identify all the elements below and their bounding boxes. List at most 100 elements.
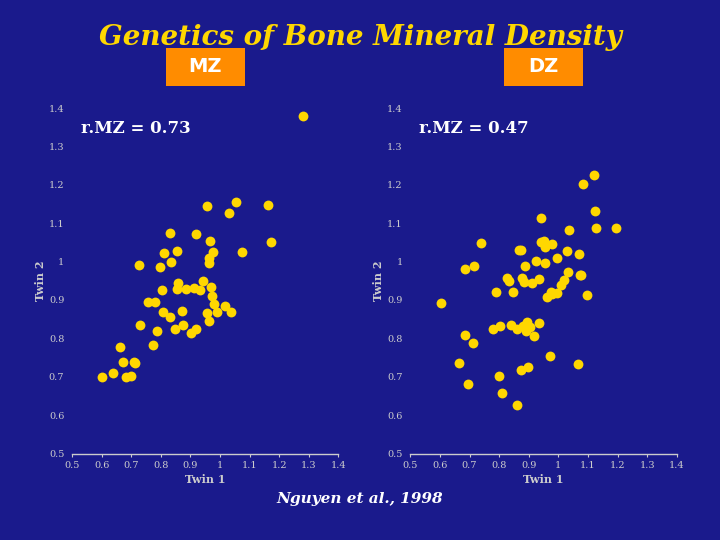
Point — [544, 352, 556, 361]
Point — [515, 246, 526, 254]
Text: r.MZ = 0.73: r.MZ = 0.73 — [81, 119, 191, 137]
Point — [120, 372, 132, 381]
Point — [164, 229, 176, 238]
Point — [204, 258, 215, 267]
Point — [462, 379, 474, 388]
X-axis label: Twin 1: Twin 1 — [185, 475, 225, 485]
Point — [588, 171, 600, 180]
Point — [459, 265, 471, 273]
Point — [169, 325, 181, 333]
Point — [521, 326, 532, 335]
Point — [521, 318, 532, 326]
Point — [190, 230, 202, 239]
Point — [573, 250, 585, 259]
Point — [511, 325, 523, 333]
Point — [526, 279, 538, 287]
Point — [575, 271, 586, 279]
Point — [516, 274, 528, 282]
Point — [205, 282, 217, 291]
Point — [551, 254, 562, 262]
Point — [534, 275, 545, 284]
Point — [236, 248, 248, 256]
Point — [156, 286, 168, 295]
Point — [191, 325, 202, 334]
Point — [467, 339, 478, 348]
Point — [503, 276, 515, 285]
Point — [204, 237, 216, 246]
Text: r.MZ = 0.47: r.MZ = 0.47 — [419, 119, 529, 137]
Point — [535, 238, 546, 247]
Point — [522, 362, 534, 371]
Point — [157, 308, 168, 316]
Y-axis label: Twin 2: Twin 2 — [35, 260, 46, 301]
Point — [487, 325, 498, 334]
Point — [155, 263, 166, 272]
Y-axis label: Twin 2: Twin 2 — [374, 260, 384, 301]
X-axis label: Twin 1: Twin 1 — [523, 475, 564, 485]
Point — [117, 358, 129, 367]
Point — [158, 248, 170, 257]
Point — [562, 268, 574, 276]
Point — [177, 320, 189, 329]
Point — [230, 198, 242, 206]
Point — [459, 330, 471, 339]
Point — [572, 360, 584, 368]
Point — [172, 278, 184, 287]
Point — [530, 256, 541, 265]
Point — [590, 224, 602, 233]
Point — [508, 288, 519, 296]
Point — [577, 179, 589, 188]
Point — [590, 206, 601, 215]
Point — [134, 320, 145, 329]
Point — [505, 321, 516, 329]
Point — [133, 261, 145, 269]
Text: DZ: DZ — [528, 57, 559, 77]
Point — [129, 359, 140, 368]
Point — [581, 291, 593, 299]
Point — [516, 366, 527, 374]
Point — [453, 359, 464, 367]
Point — [518, 277, 529, 286]
Point — [468, 262, 480, 271]
Point — [519, 261, 531, 270]
Point — [188, 284, 199, 292]
Point — [495, 321, 506, 330]
Point — [147, 341, 158, 349]
Point — [510, 401, 522, 410]
Point — [262, 200, 274, 209]
Point — [225, 307, 237, 316]
Point — [171, 284, 183, 293]
Point — [171, 246, 183, 255]
Point — [546, 289, 558, 298]
Point — [204, 316, 215, 325]
Point — [180, 285, 192, 294]
Point — [194, 286, 206, 294]
Point — [476, 238, 487, 247]
Point — [492, 372, 504, 380]
Point — [517, 322, 528, 330]
Point — [558, 276, 570, 285]
Point — [207, 247, 218, 256]
Point — [534, 319, 545, 327]
Point — [150, 297, 161, 306]
Point — [197, 277, 209, 286]
Point — [539, 259, 551, 267]
Point — [143, 298, 154, 307]
Point — [128, 358, 140, 367]
Point — [546, 240, 558, 248]
Point — [611, 224, 622, 233]
Point — [266, 238, 277, 247]
Point — [164, 313, 176, 321]
Point — [575, 271, 587, 279]
Point — [551, 289, 562, 298]
Point — [125, 371, 136, 380]
Text: MZ: MZ — [189, 57, 222, 77]
Point — [204, 254, 215, 262]
Point — [211, 308, 222, 316]
Point — [555, 281, 567, 289]
Point — [208, 300, 220, 308]
Point — [496, 389, 508, 397]
Point — [201, 201, 212, 210]
Point — [502, 273, 513, 282]
Point — [96, 373, 107, 382]
